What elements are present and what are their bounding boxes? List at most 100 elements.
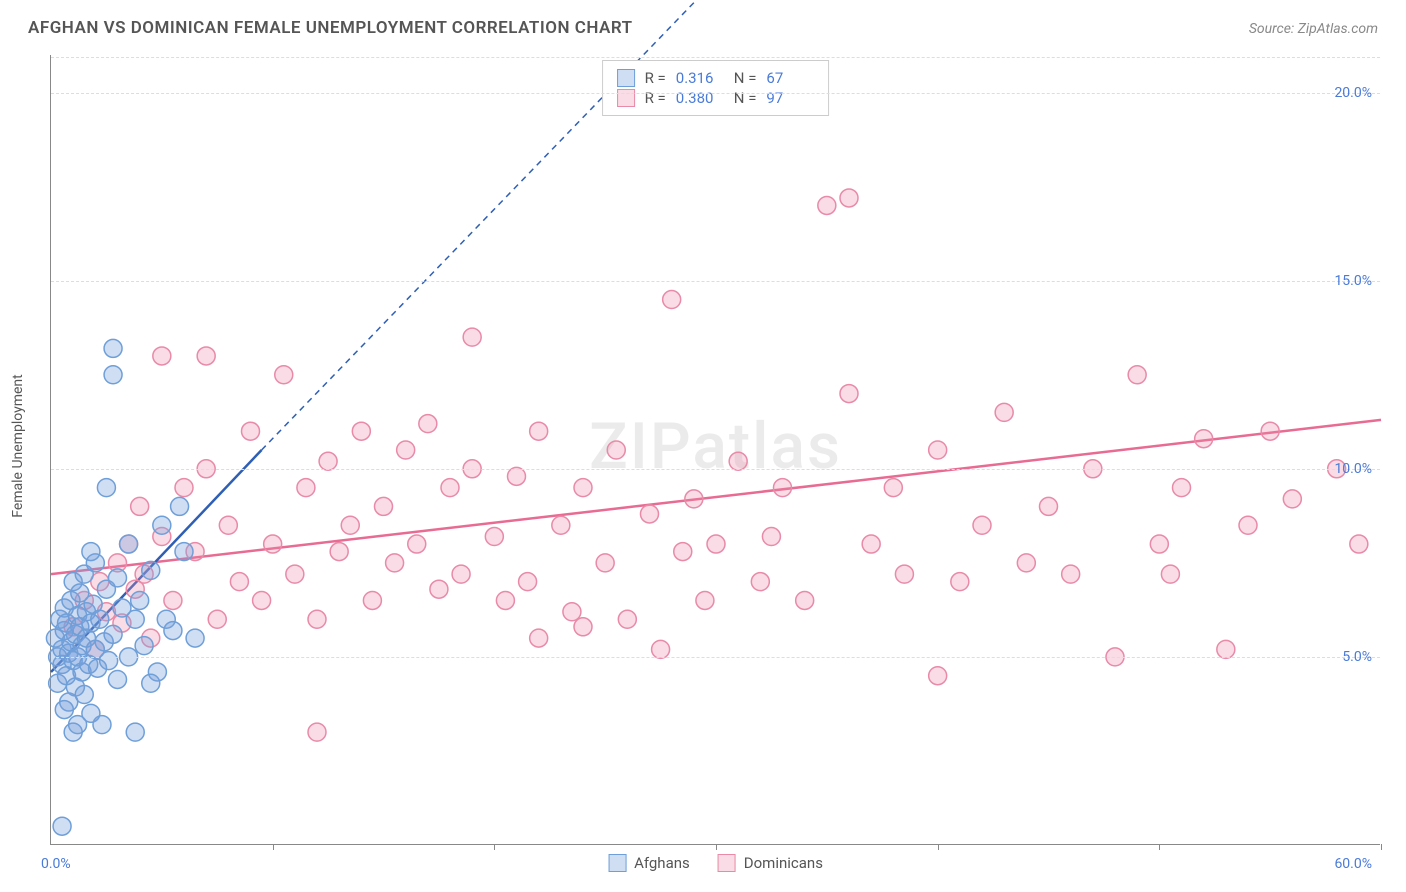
point-dominicans (1239, 516, 1257, 534)
legend-item-dominicans: Dominicans (718, 854, 823, 872)
point-dominicans (275, 366, 293, 384)
point-dominicans (1283, 490, 1301, 508)
x-tick-mark (494, 844, 495, 850)
point-dominicans (641, 505, 659, 523)
point-afghans (120, 535, 138, 553)
point-dominicans (707, 535, 725, 553)
gridline-h (51, 657, 1380, 658)
point-dominicans (375, 497, 393, 515)
point-afghans (135, 637, 153, 655)
point-dominicans (363, 591, 381, 609)
point-afghans (109, 569, 127, 587)
point-dominicans (1261, 422, 1279, 440)
point-afghans (82, 543, 100, 561)
point-afghans (126, 610, 144, 628)
legend-swatch-dominicans-icon (718, 854, 736, 872)
point-dominicans (563, 603, 581, 621)
point-afghans (131, 591, 149, 609)
point-dominicans (818, 196, 836, 214)
point-dominicans (774, 479, 792, 497)
point-dominicans (341, 516, 359, 534)
y-tick-label: 15.0% (1334, 273, 1372, 289)
n-value-afghans: 67 (766, 69, 814, 87)
point-dominicans (297, 479, 315, 497)
plot-area: ZIPatlas R = 0.316 N = 67 R = 0.380 N = … (50, 55, 1380, 845)
chart-header: AFGHAN VS DOMINICAN FEMALE UNEMPLOYMENT … (28, 18, 1378, 38)
point-afghans (104, 625, 122, 643)
point-dominicans (408, 535, 426, 553)
point-dominicans (386, 554, 404, 572)
legend-swatch-afghans-icon (608, 854, 626, 872)
point-dominicans (929, 667, 947, 685)
point-dominicans (840, 189, 858, 207)
point-afghans (171, 497, 189, 515)
point-dominicans (485, 528, 503, 546)
point-dominicans (685, 490, 703, 508)
x-tick-mark (1381, 844, 1382, 850)
point-afghans (91, 610, 109, 628)
point-afghans (55, 701, 73, 719)
point-dominicans (552, 516, 570, 534)
stats-row-afghans: R = 0.316 N = 67 (617, 69, 815, 87)
point-dominicans (131, 497, 149, 515)
point-dominicans (1195, 430, 1213, 448)
point-afghans (164, 622, 182, 640)
point-dominicans (862, 535, 880, 553)
point-dominicans (696, 591, 714, 609)
point-dominicans (729, 452, 747, 470)
point-dominicans (884, 479, 902, 497)
r-label: R = (645, 69, 666, 87)
point-dominicans (508, 467, 526, 485)
point-dominicans (242, 422, 260, 440)
point-dominicans (929, 441, 947, 459)
point-dominicans (175, 479, 193, 497)
source-attribution: Source: ZipAtlas.com (1249, 21, 1378, 37)
point-afghans (64, 723, 82, 741)
point-dominicans (308, 610, 326, 628)
bottom-legend: Afghans Dominicans (608, 854, 823, 872)
point-dominicans (1350, 535, 1368, 553)
point-dominicans (751, 573, 769, 591)
point-dominicans (840, 385, 858, 403)
point-dominicans (452, 565, 470, 583)
x-tick-mark (716, 844, 717, 850)
x-tick-mark (938, 844, 939, 850)
point-dominicans (663, 291, 681, 309)
point-dominicans (330, 543, 348, 561)
point-dominicans (153, 347, 171, 365)
scatter-svg (51, 55, 1380, 844)
y-tick-label: 10.0% (1334, 461, 1372, 477)
point-dominicans (352, 422, 370, 440)
point-afghans (175, 543, 193, 561)
point-dominicans (973, 516, 991, 534)
n-label: N = (734, 69, 757, 87)
point-dominicans (796, 591, 814, 609)
x-tick-mark (1159, 844, 1160, 850)
point-dominicans (762, 528, 780, 546)
point-dominicans (1217, 640, 1235, 658)
point-dominicans (1017, 554, 1035, 572)
x-tick-label-60: 60.0% (1334, 856, 1372, 872)
point-dominicans (496, 591, 514, 609)
r-value-afghans: 0.316 (676, 69, 724, 87)
point-dominicans (652, 640, 670, 658)
point-dominicans (441, 479, 459, 497)
y-tick-label: 20.0% (1334, 85, 1372, 101)
point-dominicans (463, 328, 481, 346)
point-dominicans (319, 452, 337, 470)
point-dominicans (208, 610, 226, 628)
point-dominicans (995, 403, 1013, 421)
point-afghans (93, 716, 111, 734)
point-afghans (104, 339, 122, 357)
point-afghans (75, 686, 93, 704)
point-dominicans (264, 535, 282, 553)
y-tick-label: 5.0% (1342, 649, 1372, 665)
point-dominicans (1150, 535, 1168, 553)
point-dominicans (519, 573, 537, 591)
point-dominicans (607, 441, 625, 459)
point-dominicans (1128, 366, 1146, 384)
point-afghans (97, 479, 115, 497)
point-dominicans (574, 479, 592, 497)
point-dominicans (230, 573, 248, 591)
point-dominicans (674, 543, 692, 561)
